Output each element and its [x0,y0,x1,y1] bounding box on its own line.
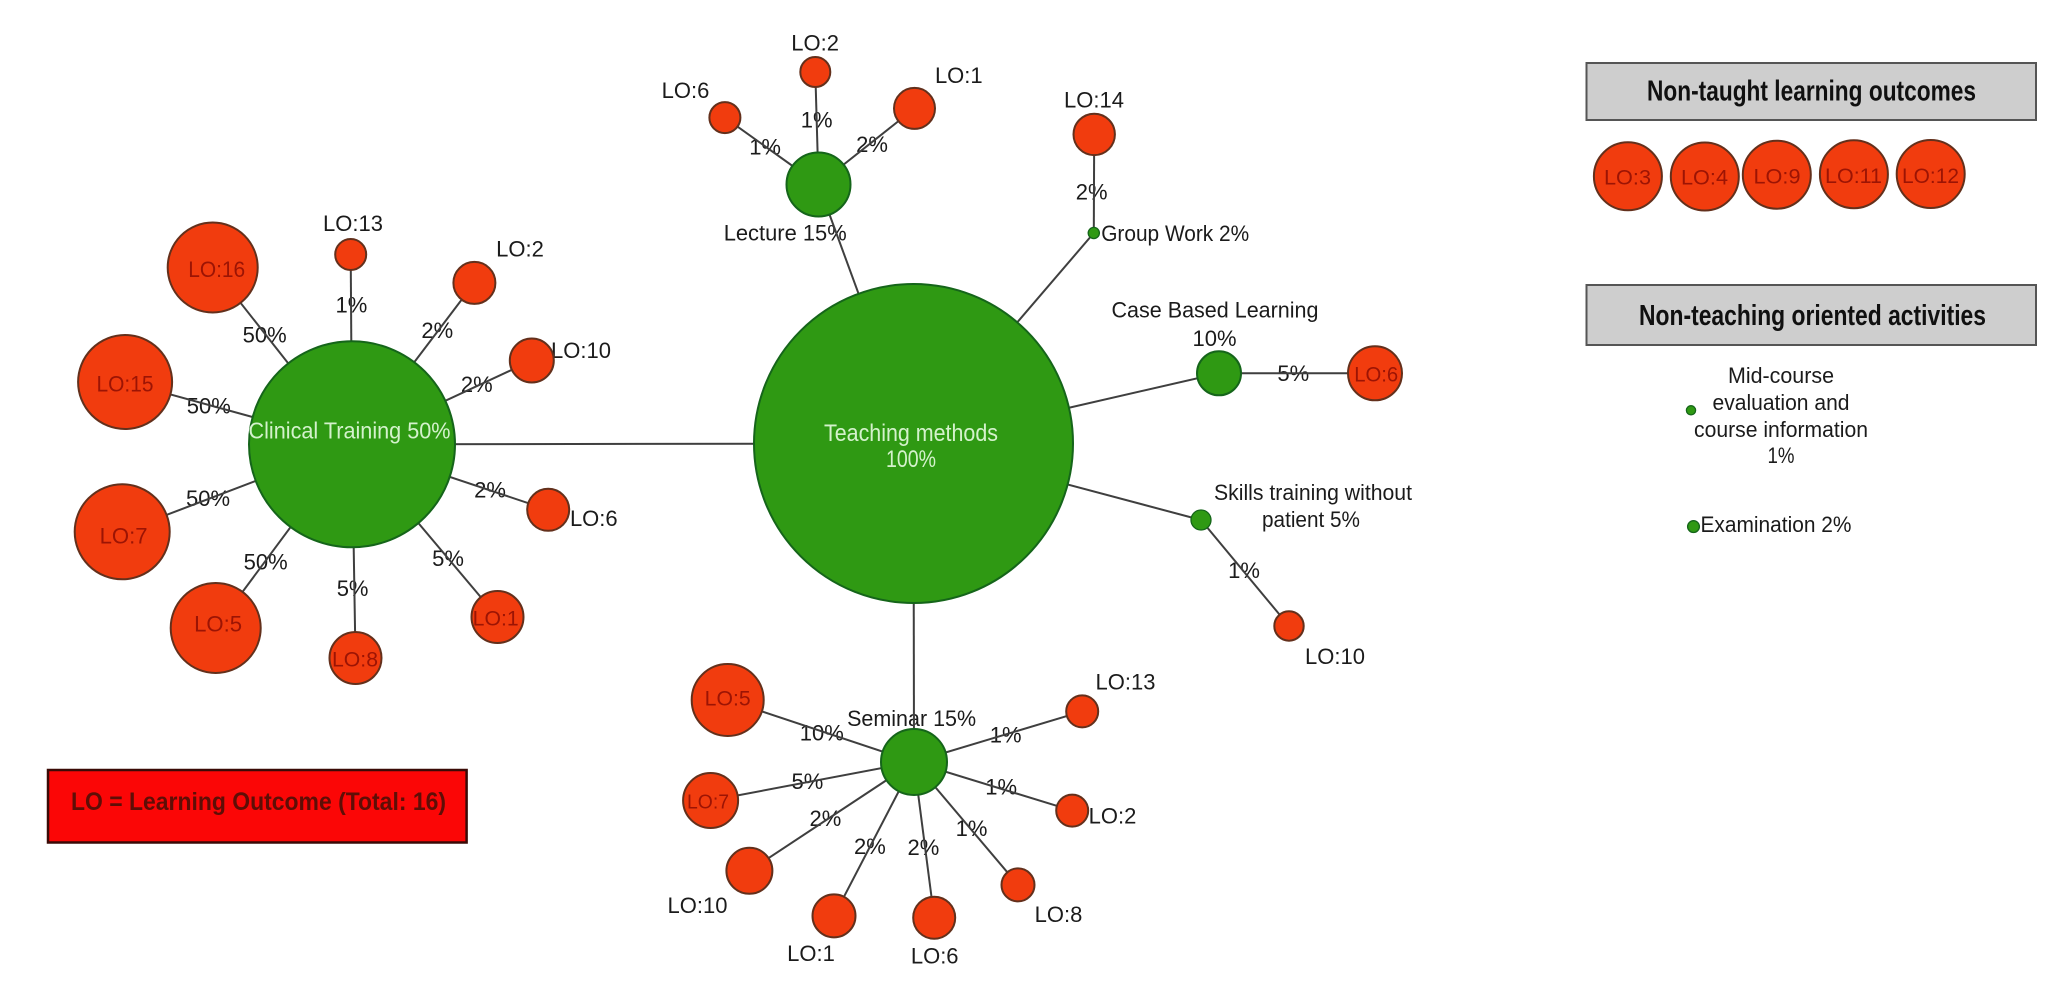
svg-text:Teaching methods: Teaching methods [824,420,998,447]
svg-text:LO:2: LO:2 [496,237,544,262]
svg-text:100%: 100% [886,446,936,473]
svg-text:50%: 50% [243,323,287,348]
svg-text:LO:2: LO:2 [1089,804,1137,829]
svg-text:10%: 10% [800,721,844,746]
svg-text:LO:10: LO:10 [668,893,728,918]
svg-text:50%: 50% [187,394,231,419]
svg-text:LO:15: LO:15 [97,372,154,397]
svg-text:LO:8: LO:8 [1035,902,1083,927]
svg-text:1%: 1% [1768,443,1795,468]
svg-text:patient 5%: patient 5% [1262,507,1360,532]
svg-text:LO:9: LO:9 [1754,166,1801,189]
svg-text:LO:7: LO:7 [687,792,729,814]
svg-text:LO:1: LO:1 [787,941,835,966]
svg-text:Seminar 15%: Seminar 15% [847,706,976,731]
svg-text:5%: 5% [337,576,369,601]
svg-text:Examination 2%: Examination 2% [1701,512,1852,537]
svg-text:Case Based Learning: Case Based Learning [1112,297,1319,322]
svg-text:LO:6: LO:6 [662,78,710,103]
svg-text:LO:12: LO:12 [1902,165,1959,188]
svg-text:LO:13: LO:13 [1096,670,1156,695]
svg-text:LO:16: LO:16 [188,257,245,282]
svg-text:LO:6: LO:6 [1354,363,1398,386]
svg-text:2%: 2% [856,132,888,157]
svg-text:course information: course information [1694,417,1868,442]
svg-text:LO:6: LO:6 [570,506,618,531]
svg-text:Skills training without: Skills training without [1214,480,1412,505]
svg-text:Mid-course: Mid-course [1728,363,1834,388]
svg-text:Clinical Training 50%: Clinical Training 50% [249,418,451,444]
svg-text:Group Work 2%: Group Work 2% [1101,221,1249,246]
svg-text:LO:3: LO:3 [1604,167,1651,190]
svg-text:Non-teaching oriented activiti: Non-teaching oriented activities [1639,300,1986,332]
svg-text:LO = Learning Outcome (Total:: LO = Learning Outcome (Total: 16) [71,788,446,816]
svg-text:LO:7: LO:7 [100,524,148,549]
svg-text:LO:10: LO:10 [551,338,611,363]
svg-text:LO:4: LO:4 [1681,167,1728,190]
svg-text:LO:2: LO:2 [791,31,839,56]
svg-text:LO:8: LO:8 [332,649,378,672]
svg-text:evaluation and: evaluation and [1713,390,1850,415]
svg-text:1%: 1% [985,774,1017,799]
svg-text:2%: 2% [1076,180,1108,205]
svg-text:LO:6: LO:6 [911,944,959,969]
svg-text:LO:10: LO:10 [1305,644,1365,669]
svg-text:2%: 2% [461,372,493,397]
svg-text:LO:11: LO:11 [1825,165,1882,188]
svg-text:LO:13: LO:13 [323,211,383,236]
svg-text:LO:14: LO:14 [1064,88,1124,113]
svg-text:10%: 10% [1192,326,1236,351]
svg-text:LO:1: LO:1 [935,63,983,88]
svg-text:Non-taught learning outcomes: Non-taught learning outcomes [1647,76,1976,108]
svg-text:LO:5: LO:5 [194,612,242,637]
svg-text:LO:1: LO:1 [473,607,519,630]
svg-text:LO:5: LO:5 [705,688,751,711]
svg-text:Lecture 15%: Lecture 15% [724,220,847,245]
